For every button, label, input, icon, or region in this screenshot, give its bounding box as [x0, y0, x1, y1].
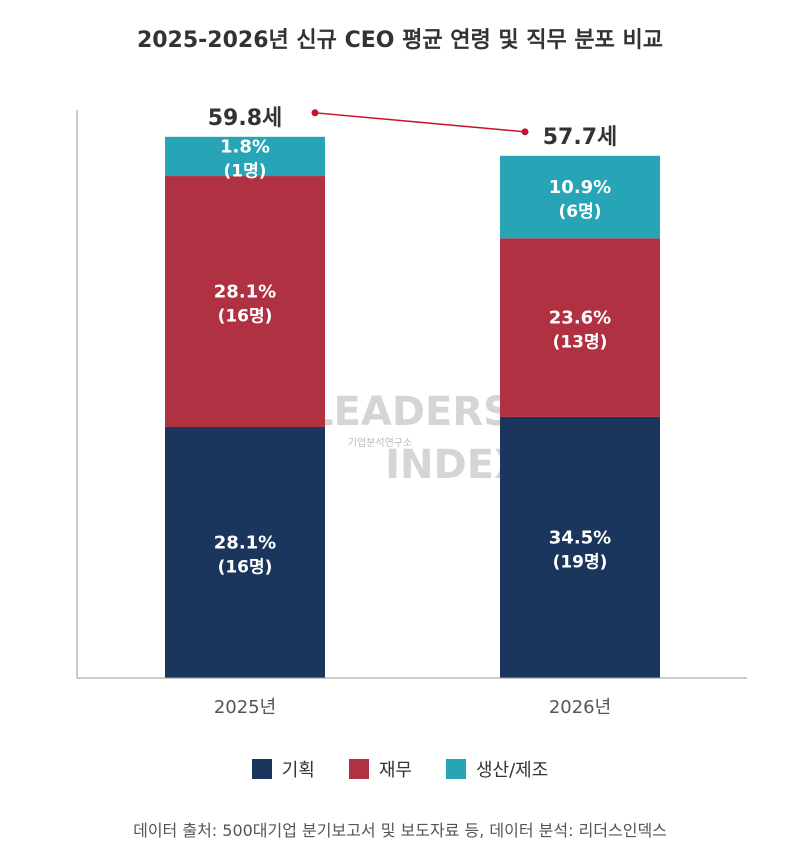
average-age-line — [314, 112, 526, 133]
source-note: 데이터 출처: 500대기업 분기보고서 및 보도자료 등, 데이터 분석: 리… — [133, 821, 667, 840]
legend-item-finance: 재무 — [348, 756, 412, 782]
average-age-point — [521, 128, 529, 136]
average-age-point — [311, 109, 319, 117]
legend-item-planning: 기획 — [251, 756, 315, 782]
legend-item-production: 생산/제조 — [445, 756, 549, 782]
average-age-label: 59.8세 — [208, 106, 283, 131]
bar-segment — [500, 155, 660, 239]
bar-segment — [165, 176, 325, 428]
legend-label: 재무 — [378, 760, 412, 781]
stacked-bar-chart: LEADERS기업분석연구소INDEX28.1%(16명)28.1%(16명)1… — [76, 106, 747, 718]
data-label-percent: 28.1% — [214, 282, 276, 303]
legend: 기획 재무 생산/제조 — [0, 756, 800, 782]
legend-swatch — [348, 759, 369, 779]
data-label-count: (16명) — [218, 558, 273, 578]
legend-label: 기획 — [281, 760, 315, 781]
data-label-count: (13명) — [553, 333, 608, 353]
bar-segment — [500, 238, 660, 417]
data-label-percent: 1.8% — [220, 136, 270, 157]
chart-title: 2025-2026년 신규 CEO 평균 연령 및 직무 분포 비교 — [136, 28, 664, 53]
data-label-percent: 28.1% — [214, 533, 276, 554]
bar-segment — [500, 416, 660, 678]
data-label-count: (1명) — [223, 161, 266, 181]
data-label-percent: 34.5% — [549, 527, 611, 548]
data-label-percent: 10.9% — [549, 177, 611, 198]
legend-label: 생산/제조 — [475, 760, 549, 781]
legend-swatch — [251, 759, 272, 779]
average-age-label: 57.7세 — [543, 125, 618, 150]
data-label-count: (19명) — [553, 552, 608, 572]
x-tick-label: 2025년 — [214, 697, 276, 718]
watermark-subtitle: 기업분석연구소 — [348, 436, 412, 449]
x-tick-label: 2026년 — [549, 697, 611, 718]
watermark-leaders: LEADERS — [308, 389, 512, 435]
bar-segment — [165, 427, 325, 678]
data-label-count: (6명) — [558, 202, 601, 222]
data-label-percent: 23.6% — [549, 308, 611, 329]
data-label-count: (16명) — [218, 307, 273, 327]
legend-swatch — [445, 759, 466, 779]
bar-segment — [165, 136, 325, 177]
